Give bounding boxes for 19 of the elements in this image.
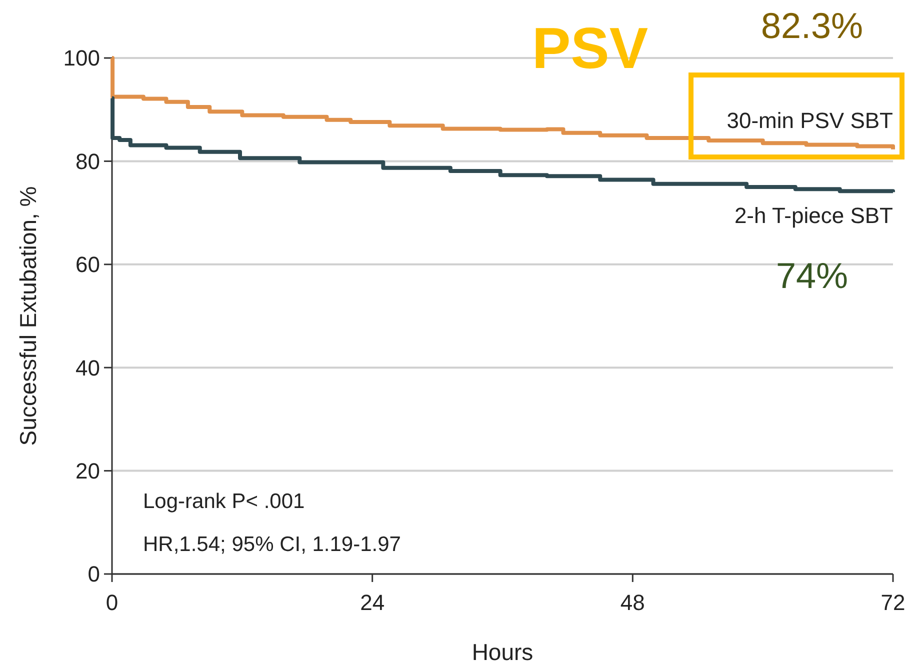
y-tick-label: 20 [76,458,100,484]
annotation: Log-rank P< .001 [143,490,305,513]
x-tick-label: 24 [360,590,385,615]
annotation: 74% [776,255,848,296]
y-tick-label: 100 [63,46,100,71]
x-tick-label: 0 [106,590,118,615]
annotation: HR,1.54; 95% CI, 1.19-1.97 [143,533,401,556]
x-axis-title: Hours [472,639,534,665]
y-tick-label: 60 [76,252,100,278]
x-tick-label: 48 [620,590,645,615]
y-tick-label: 80 [76,148,100,174]
y-axis-title: Successful Extubation, % [15,186,41,446]
x-tick-label: 72 [880,590,906,615]
series-label: 30-min PSV SBT [726,108,893,133]
y-tick-label: 40 [76,355,100,380]
text: 82.3% [760,5,864,46]
y-tick-label: 0 [88,562,100,587]
series-label: 2-h T-piece SBT [734,203,893,228]
annotation: PSV [532,16,648,81]
